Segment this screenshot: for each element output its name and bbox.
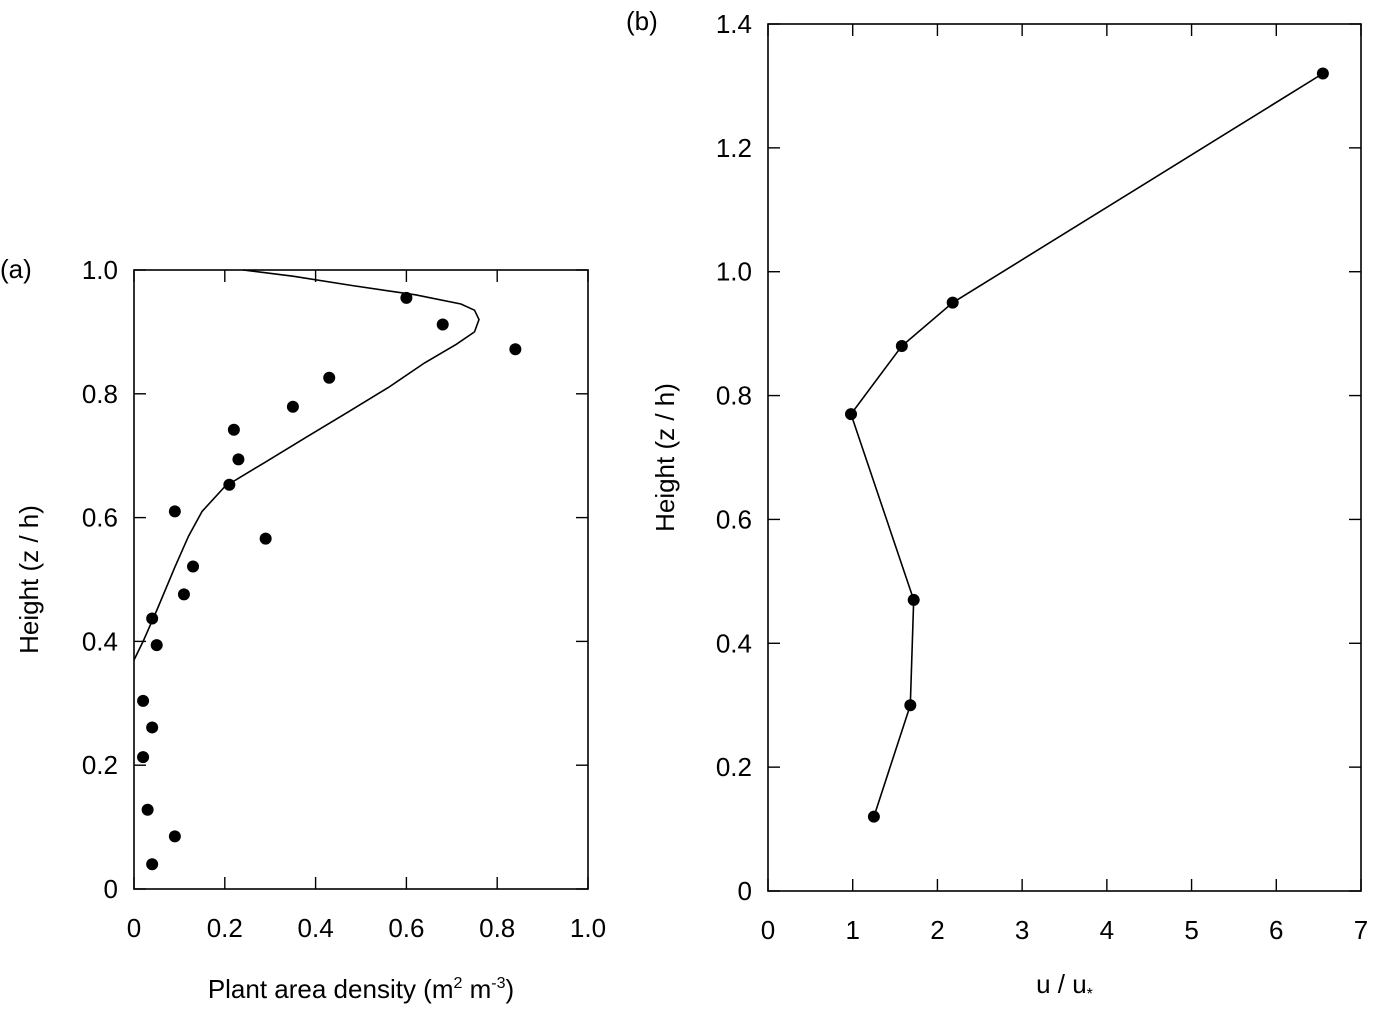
panel-b-y-tick-label: 0.8 bbox=[716, 381, 752, 411]
panel-b-x-tick-label: 2 bbox=[930, 915, 944, 945]
panel-a-x-tick-label: 0.8 bbox=[479, 913, 515, 943]
panel-a-x-tick-label: 0.6 bbox=[388, 913, 424, 943]
panel-b-velocity-profile: 0 1 2 3 4 5 6 7 0 0.2 0.4 0.6 0.8 1.0 1.2 1.4 (b) Height … bbox=[626, 6, 1368, 1003]
panel-b-data-point bbox=[845, 408, 858, 421]
panel-a-y-tick-label: 0.6 bbox=[82, 503, 118, 533]
panel-b-label: (b) bbox=[626, 6, 658, 36]
panel-a-data-point bbox=[146, 721, 159, 734]
panel-a-y-tick-label: 0.2 bbox=[82, 750, 118, 780]
panel-a-data-point bbox=[286, 400, 299, 413]
panel-b-data-point bbox=[904, 699, 917, 712]
panel-a-plot-frame bbox=[133, 269, 589, 890]
panel-b-plot-frame bbox=[767, 23, 1362, 892]
panel-a-y-tick-label: 0 bbox=[104, 874, 118, 904]
panel-a-data-point bbox=[150, 639, 163, 652]
panel-b-x-tick-label: 6 bbox=[1269, 915, 1283, 945]
panel-a-data-point bbox=[177, 588, 190, 601]
panel-a-data-point bbox=[146, 858, 159, 871]
panel-b-x-tick-label: 1 bbox=[845, 915, 859, 945]
panel-a-data-point bbox=[259, 532, 272, 545]
panel-a-data-point bbox=[141, 803, 154, 816]
panel-b-data-point bbox=[1316, 67, 1329, 80]
panel-a-data-point bbox=[187, 560, 200, 573]
panel-b-y-tick-label: 1.2 bbox=[716, 133, 752, 163]
panel-b-x-tick-label: 5 bbox=[1184, 915, 1198, 945]
panel-a-fit-curve bbox=[133, 269, 480, 661]
panel-a-data-point bbox=[232, 453, 245, 466]
panel-a-plant-area-density: 0 0.2 0.4 0.6 0.8 1.0 0 0.2 0.4 0.6 0.8 1.0 (a) Heigh… bbox=[0, 254, 606, 1004]
panel-b-series-line bbox=[850, 72, 1324, 817]
panel-a-x-axis-label: Plant area density (m2 m-3) bbox=[208, 974, 514, 1004]
panel-a-data-point bbox=[168, 830, 181, 843]
panel-b-y-tick-label: 1.4 bbox=[716, 9, 752, 39]
panel-b-data-point bbox=[895, 340, 908, 353]
panel-a-y-tick-label: 1.0 bbox=[82, 255, 118, 285]
panel-a-data-point bbox=[509, 343, 522, 356]
panel-b-y-tick-label: 0.4 bbox=[716, 628, 752, 658]
panel-b-y-tick-label: 0.2 bbox=[716, 752, 752, 782]
panel-b-data-point bbox=[946, 296, 959, 309]
panel-a-data-point bbox=[137, 694, 150, 707]
panel-a-data-point bbox=[137, 751, 150, 764]
panel-a-data-point bbox=[400, 291, 413, 304]
panel-a-y-tick-label: 0.8 bbox=[82, 379, 118, 409]
panel-a-data-point bbox=[168, 505, 181, 518]
panel-a-data-point bbox=[436, 318, 449, 331]
panel-b-data-point bbox=[867, 810, 880, 823]
panel-b-x-axis-label: u / u* bbox=[1036, 969, 1093, 1003]
panel-a-y-tick-label: 0.4 bbox=[82, 626, 118, 656]
panel-a-x-tick-label: 0 bbox=[127, 913, 141, 943]
panel-b-y-tick-label: 0 bbox=[738, 876, 752, 906]
panel-b-x-tick-label: 7 bbox=[1354, 915, 1368, 945]
panel-a-label: (a) bbox=[0, 254, 32, 284]
panel-b-y-tick-label: 1.0 bbox=[716, 257, 752, 287]
panel-b-y-axis-label: Height (z / h) bbox=[650, 383, 680, 532]
panel-a-data-point bbox=[323, 371, 336, 384]
panel-b-y-tick-label: 0.6 bbox=[716, 504, 752, 534]
panel-b-x-tick-label: 4 bbox=[1100, 915, 1114, 945]
panel-a-y-axis-label: Height (z / h) bbox=[14, 505, 44, 654]
panel-b-x-tick-label: 0 bbox=[761, 915, 775, 945]
panel-a-data-point bbox=[227, 423, 240, 436]
panel-a-x-tick-label: 1.0 bbox=[570, 913, 606, 943]
panel-b-x-tick-label: 3 bbox=[1015, 915, 1029, 945]
panel-a-x-tick-label: 0.4 bbox=[298, 913, 334, 943]
panel-a-x-tick-label: 0.2 bbox=[207, 913, 243, 943]
panel-b-data-point bbox=[907, 593, 920, 606]
